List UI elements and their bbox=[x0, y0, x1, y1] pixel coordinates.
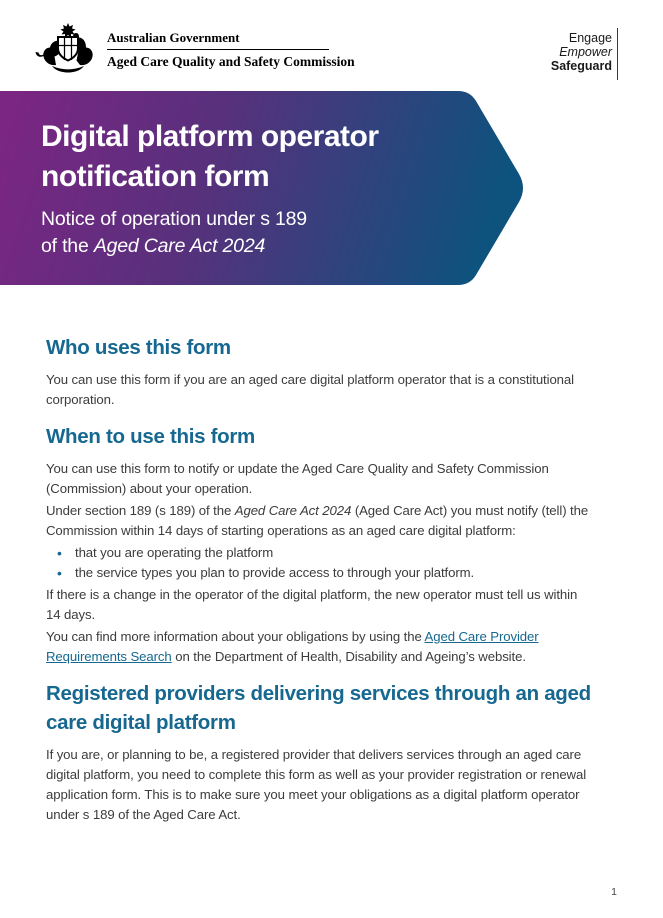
document-section: When to use this form You can use this fo… bbox=[46, 422, 618, 667]
commission-tagline: Engage Empower Safeguard bbox=[551, 31, 612, 73]
section-heading: Registered providers delivering services… bbox=[46, 682, 591, 734]
text-run: under s 189 of the Aged Care Act. bbox=[46, 807, 241, 822]
form-subtitle-line2: of the Aged Care Act 2024 bbox=[41, 233, 379, 260]
section-heading: Who uses this form bbox=[46, 336, 231, 359]
text-run: Under section 189 (s 189) of the bbox=[46, 503, 235, 518]
text-run: (Aged Care Act) you must notify (tell) t… bbox=[351, 503, 589, 518]
text-run: application form. This is to make sure y… bbox=[46, 787, 580, 802]
paragraph: You can find more information about your… bbox=[46, 627, 618, 667]
text-run: Aged Care Act 2024 bbox=[234, 503, 352, 518]
text-run: You can find more information about your… bbox=[46, 629, 425, 644]
header-brand-text: Australian Government Aged Care Quality … bbox=[107, 30, 355, 70]
form-subtitle-line1: Notice of operation under s 189 bbox=[41, 208, 307, 230]
paragraph: Under section 189 (s 189) of the Aged Ca… bbox=[46, 501, 618, 541]
inline-link[interactable]: Aged Care Provider bbox=[424, 629, 539, 644]
page-header: Australian Government Aged Care Quality … bbox=[0, 0, 663, 91]
text-run: You can use this form if you are an aged… bbox=[46, 372, 574, 387]
bullet-item: that you are operating the platform bbox=[57, 543, 618, 563]
banner-chevron-shape bbox=[0, 91, 523, 285]
paragraph: If you are, or planning to be, a registe… bbox=[46, 745, 618, 825]
brand-divider bbox=[107, 49, 329, 50]
text-run: If you are, or planning to be, a registe… bbox=[46, 747, 582, 762]
form-title-line2: notification form bbox=[41, 160, 270, 193]
tagline-engage: Engage bbox=[568, 31, 612, 45]
tagline-safeguard: Safeguard bbox=[550, 59, 612, 73]
paragraph: If there is a change in the operator of … bbox=[46, 585, 618, 625]
paragraph: You can use this form if you are an aged… bbox=[46, 370, 618, 410]
document-body: Who uses this form You can use this form … bbox=[0, 285, 663, 825]
inline-link[interactable]: Requirements Search bbox=[46, 649, 172, 664]
text-run: You can use this form to notify or updat… bbox=[46, 461, 549, 476]
text-run: digital platform, you need to complete t… bbox=[46, 767, 587, 782]
act-name-italic: Aged Care Act 2024 bbox=[93, 235, 266, 257]
subtitle-prefix: of the bbox=[41, 235, 94, 257]
paragraph: You can use this form to notify or updat… bbox=[46, 459, 618, 499]
text-run: corporation. bbox=[46, 392, 115, 407]
text-run: (Commission) about your operation. bbox=[46, 481, 253, 496]
page-number: 1 bbox=[611, 886, 617, 898]
text-run: on the Department of Health, Disability … bbox=[171, 649, 526, 664]
document-section: Who uses this form You can use this form … bbox=[46, 333, 618, 410]
government-title: Australian Government bbox=[107, 30, 240, 45]
australian-coat-of-arms-icon bbox=[35, 23, 93, 73]
text-run: 14 days. bbox=[46, 607, 96, 622]
text-run: Commission within 14 days of starting op… bbox=[46, 523, 516, 538]
text-run: If there is a change in the operator of … bbox=[46, 587, 578, 602]
section-heading: When to use this form bbox=[46, 425, 255, 448]
bullet-item: the service types you plan to provide ac… bbox=[57, 563, 618, 583]
tagline-empower: Empower bbox=[559, 45, 612, 59]
banner-text: Digital platform operator notification f… bbox=[41, 117, 379, 260]
bullet-list: that you are operating the platformthe s… bbox=[46, 543, 618, 583]
document-section: Registered providers delivering services… bbox=[46, 679, 618, 825]
agency-title: Aged Care Quality and Safety Commission bbox=[107, 54, 355, 69]
tagline-divider bbox=[617, 28, 618, 80]
form-title-line1: Digital platform operator bbox=[41, 120, 379, 153]
form-subtitle: Notice of operation under s 189 of the A… bbox=[41, 206, 379, 260]
title-banner: Digital platform operator notification f… bbox=[0, 91, 663, 285]
